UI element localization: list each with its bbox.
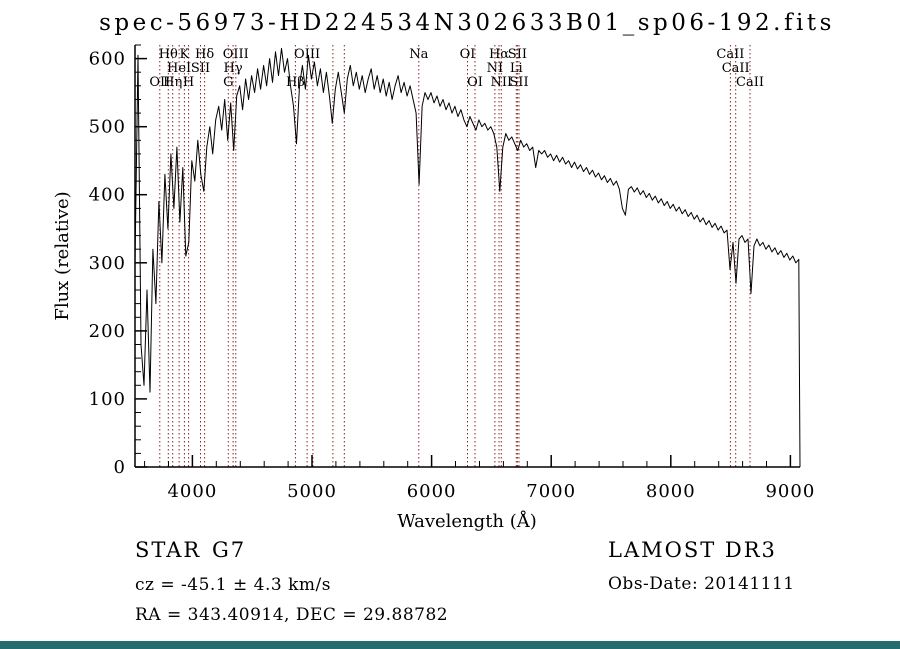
spectrum-trace <box>134 47 801 468</box>
ra-dec-value: RA = 343.40914, DEC = 29.88782 <box>135 605 448 625</box>
spectral-line-label: CaII <box>716 47 744 62</box>
spectral-line-label: OI <box>467 75 483 90</box>
bottom-bar <box>0 641 900 649</box>
spectral-line-label: HeI <box>167 61 191 76</box>
y-tick-label: 100 <box>89 389 126 410</box>
spectral-line-label: Hβ <box>286 75 305 90</box>
y-axis-label: Flux (relative) <box>52 191 73 320</box>
star-subclass-label: G7 <box>212 538 246 562</box>
spectral-line-label: Hγ <box>224 61 243 76</box>
x-tick-label: 5000 <box>287 481 337 502</box>
x-tick-label: 7000 <box>526 481 576 502</box>
spectral-line-label: G <box>223 75 233 90</box>
star-class-label: STAR <box>135 538 201 562</box>
y-tick-label: 300 <box>89 253 126 274</box>
cz-value: cz = -45.1 ± 4.3 km/s <box>135 575 331 595</box>
survey-label: LAMOST DR3 <box>608 538 777 562</box>
spectral-line-label: OIII <box>294 47 320 62</box>
x-tick-label: 4000 <box>167 481 217 502</box>
spectral-line-label: H <box>183 75 194 90</box>
spectral-line-label: OIII <box>223 47 249 62</box>
spectral-line-label: K <box>180 47 190 62</box>
y-tick-label: 200 <box>89 321 126 342</box>
spectral-line-label: SII <box>508 47 527 62</box>
spectral-line-label: CaII <box>736 75 764 90</box>
spectral-line-label: SII <box>509 75 528 90</box>
y-tick-label: 0 <box>114 457 126 478</box>
y-tick-label: 500 <box>89 117 126 138</box>
spectral-line-label: CaII <box>722 61 750 76</box>
spectral-line-label: Hθ <box>159 47 178 62</box>
spectral-line-label: NI <box>487 61 504 76</box>
obs-date-value: Obs-Date: 20141111 <box>608 574 795 594</box>
y-tick-label: 600 <box>89 49 126 70</box>
spectral-line-label: Hα <box>489 47 509 62</box>
spectral-line-label: NII <box>490 75 512 90</box>
chart-title: spec-56973-HD224534N302633B01_sp06-192.f… <box>99 10 835 36</box>
y-tick-label: 400 <box>89 185 126 206</box>
spectral-line-label: Hη <box>163 75 182 90</box>
x-tick-label: 9000 <box>765 481 815 502</box>
x-tick-label: 8000 <box>646 481 696 502</box>
spectral-line-label: OI <box>460 47 476 62</box>
spectral-line-label: SII <box>191 61 210 76</box>
spectral-line-label: OII <box>149 75 170 90</box>
spectral-line-label: Hδ <box>195 47 214 62</box>
x-tick-label: 6000 <box>407 481 457 502</box>
spectral-line-label: Li <box>510 61 523 76</box>
x-axis-label: Wavelength (Å) <box>397 510 537 532</box>
spectral-line-label: Na <box>409 47 428 62</box>
